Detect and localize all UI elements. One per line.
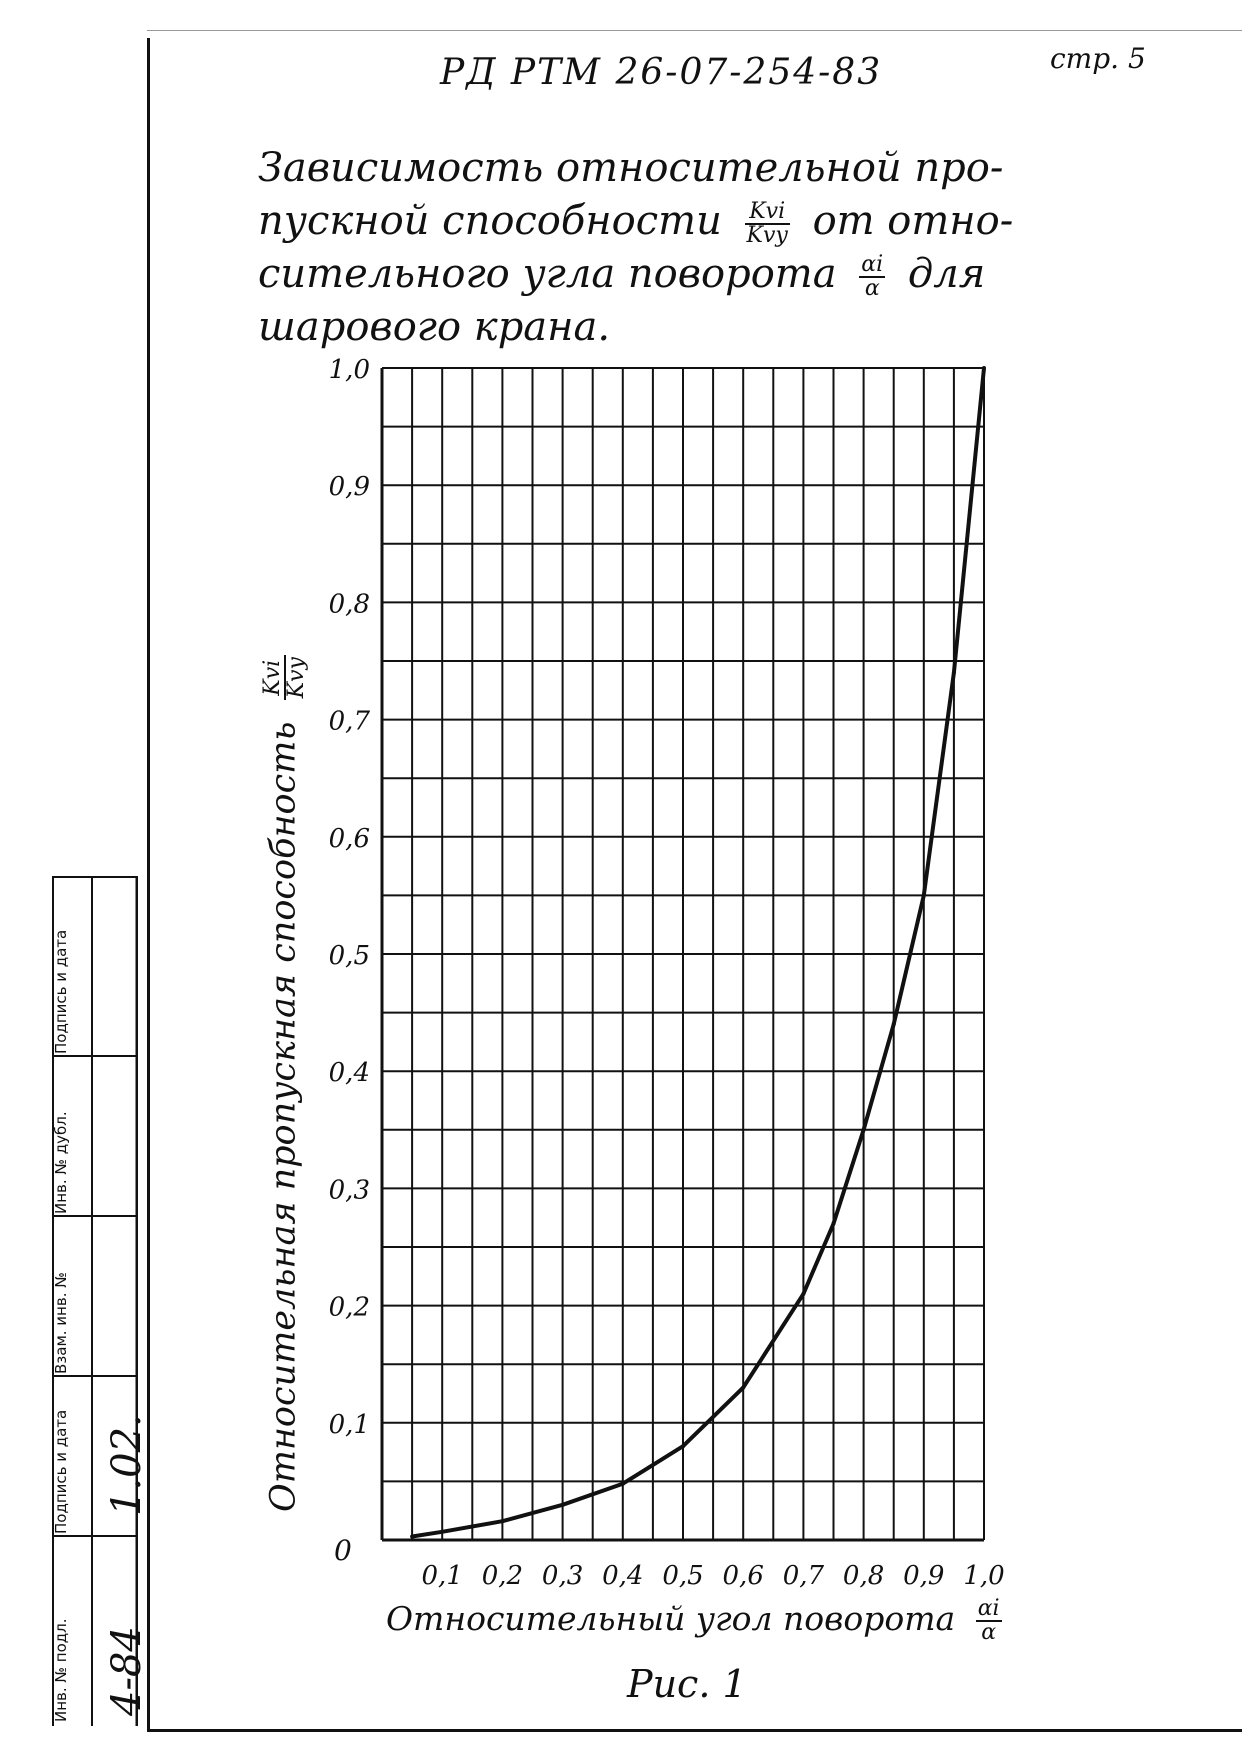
series-point xyxy=(891,1022,896,1027)
stamp-date-value: 1.02. xyxy=(104,1414,150,1516)
series-point xyxy=(410,1534,415,1539)
page-number: стр. 5 xyxy=(1050,42,1146,75)
y-tick-label: 0,4 xyxy=(329,1058,370,1088)
stamp-label-inv-orig: Инв. № подл. xyxy=(52,1618,70,1722)
y-tick-label: 0,7 xyxy=(329,707,371,737)
title-line-2-end: от отно- xyxy=(812,198,1014,244)
frame-bottom-border xyxy=(147,1729,1242,1732)
x-axis-label-text: Относительный угол поворота xyxy=(386,1599,956,1638)
y-tick-label: 0,6 xyxy=(329,824,370,854)
x-tick-label: 0,9 xyxy=(903,1561,944,1591)
series-point xyxy=(831,1221,836,1226)
series-point xyxy=(801,1291,806,1296)
document-code: РД РТМ 26-07-254-83 xyxy=(440,52,883,93)
series-point xyxy=(982,366,986,370)
stamp-label-sign-date-2: Подпись и дата xyxy=(52,929,70,1054)
title-fraction-kv: Kvi Kvy xyxy=(744,201,790,248)
y-tick-label: 1,0 xyxy=(329,355,370,385)
series-line xyxy=(411,367,986,1539)
stamp-label-inv-dup: Инв. № дубл. xyxy=(52,1111,70,1214)
series-point xyxy=(500,1519,505,1524)
x-tick-label: 1,0 xyxy=(963,1561,1004,1591)
x-tick-label: 0,4 xyxy=(602,1561,643,1591)
stamp-label-sign-date-1: Подпись и дата xyxy=(52,1409,70,1534)
y-axis-fraction: Kvi Kvy xyxy=(260,655,309,701)
x-tick-label: 0,1 xyxy=(422,1561,463,1591)
series-point xyxy=(440,1529,445,1534)
x-axis-fraction-den: α xyxy=(981,1620,997,1645)
title-fraction-angle: αi α xyxy=(859,252,886,301)
y-axis-fraction-num: Kvi xyxy=(260,655,286,701)
y-tick-label: 0,8 xyxy=(329,589,370,619)
title-line-1: Зависимость относительной про- xyxy=(258,145,1004,191)
series-point xyxy=(951,670,956,675)
title-fraction-angle-den: α xyxy=(864,276,880,301)
y-axis-label: Относительная пропускная способность Kvi… xyxy=(260,645,309,1512)
series-point xyxy=(620,1481,625,1486)
y-tick-label: 0,9 xyxy=(329,472,370,502)
title-fraction-angle-num: αi xyxy=(859,252,886,278)
title-fraction-kv-den: Kvy xyxy=(746,223,788,248)
x-tick-label: 0,6 xyxy=(723,1561,764,1591)
figure-title: Зависимость относительной про- пускной с… xyxy=(258,142,1158,354)
y-tick-label: 0,3 xyxy=(329,1175,370,1205)
x-tick-label: 0,3 xyxy=(542,1561,583,1591)
y-axis-fraction-den: Kvy xyxy=(284,657,309,699)
title-line-2: пускной способности xyxy=(258,198,722,244)
title-line-3-end: для xyxy=(907,251,986,297)
x-tick-label: 0,7 xyxy=(783,1561,825,1591)
series-point xyxy=(861,1127,866,1132)
title-fraction-kv-num: Kvi xyxy=(744,201,790,225)
title-line-4: шарового крана. xyxy=(258,304,611,350)
series-point xyxy=(741,1385,746,1390)
x-tick-label: 0,8 xyxy=(843,1561,884,1591)
x-tick-label: 0,5 xyxy=(662,1561,703,1591)
y-tick-label: 0,1 xyxy=(329,1410,370,1440)
x-tick-label: 0,2 xyxy=(482,1561,523,1591)
frame-top-line xyxy=(147,30,1242,31)
frame-left-border xyxy=(147,38,150,1732)
stamp-label-replace-inv: Взам. инв. № xyxy=(52,1272,70,1374)
stamp-grid xyxy=(52,876,138,1726)
figure-caption: Рис. 1 xyxy=(627,1662,747,1706)
y-tick-label: 0,5 xyxy=(329,941,370,971)
series-point xyxy=(560,1502,565,1507)
x-axis-fraction-num: αi xyxy=(975,1596,1002,1622)
origin-label: 0 xyxy=(334,1534,352,1567)
series-point xyxy=(681,1444,685,1449)
y-tick-label: 0,2 xyxy=(329,1293,370,1323)
series-point xyxy=(921,893,926,898)
stamp-inv-value: 4-84 xyxy=(104,1626,150,1716)
x-axis-fraction: αi α xyxy=(975,1596,1002,1645)
x-axis-label: Относительный угол поворота αi α xyxy=(386,1598,1012,1644)
title-line-3: сительного угла поворота xyxy=(258,251,837,297)
y-axis-label-text: Относительная пропускная способность xyxy=(263,721,304,1512)
